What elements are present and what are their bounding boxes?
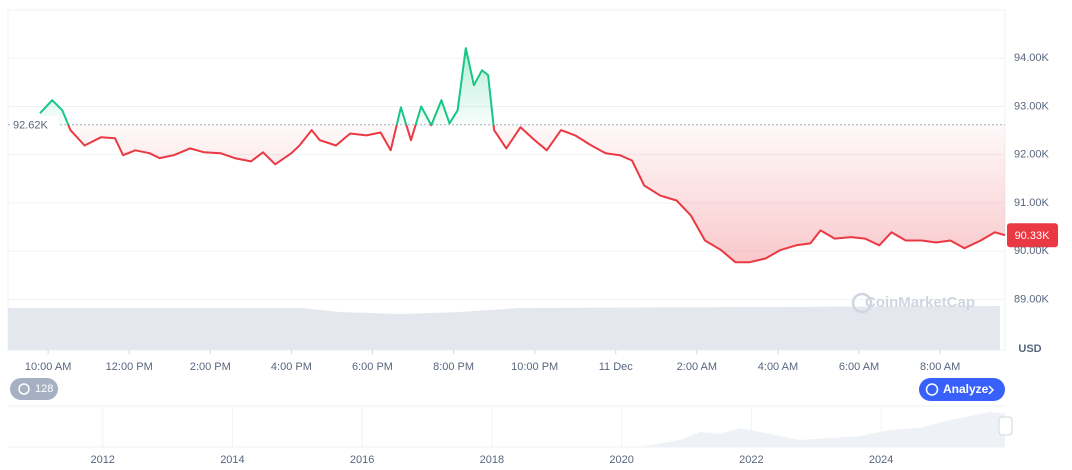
baseline-label-bg — [10, 115, 58, 134]
x-tick-label: 2:00 PM — [190, 361, 231, 373]
navigator-handle[interactable] — [998, 416, 1013, 436]
navigator-tick-label: 2022 — [739, 454, 763, 466]
watermark: CoinMarketCap — [865, 294, 975, 311]
y-tick-label: 93.00K — [1014, 100, 1050, 112]
analyze-button[interactable]: Analyze — [919, 378, 1005, 401]
baseline-label: 92.62K — [13, 120, 49, 132]
plot: 92.62K 90.33K — [8, 47, 1058, 264]
y-tick-label: 89.00K — [1014, 293, 1050, 305]
x-tick-label: 4:00 PM — [271, 361, 312, 373]
navigator-tick-label: 2024 — [869, 454, 893, 466]
navigator: 2012 2014 2016 2018 2020 2022 2024 — [90, 406, 893, 466]
navigator-tick-label: 2012 — [90, 454, 114, 466]
navigator-tick-label: 2014 — [220, 454, 244, 466]
analyze-icon — [925, 383, 939, 396]
watermark-logo — [851, 292, 873, 314]
navigator-area — [640, 412, 1005, 447]
x-tick-label: 6:00 PM — [352, 361, 393, 373]
navigator-tick-label: 2018 — [480, 454, 504, 466]
x-tick-label: 10:00 PM — [511, 361, 558, 373]
x-tick-label: 2:00 AM — [677, 361, 717, 373]
x-tick-label: 10:00 AM — [25, 361, 71, 373]
unit-label: USD — [1018, 343, 1041, 355]
current-price-label: 90.33K — [1015, 230, 1051, 242]
analyze-text: Analyze — [943, 382, 989, 396]
x-tick-label: 4:00 AM — [758, 361, 798, 373]
y-tick-label: 91.00K — [1014, 197, 1050, 209]
x-tick-label: 8:00 AM — [920, 361, 960, 373]
badge-icon — [18, 383, 30, 395]
y-tick-label: 94.00K — [1014, 52, 1050, 64]
y-tick-label: 90.00K — [1014, 245, 1050, 257]
x-tick-label: 6:00 AM — [839, 361, 879, 373]
x-tick-label: 8:00 PM — [433, 361, 474, 373]
volume-area — [8, 306, 1000, 350]
y-tick-label: 92.00K — [1014, 149, 1050, 161]
price-area — [40, 48, 1005, 263]
price-line — [39, 47, 1006, 264]
current-price-box — [1007, 223, 1058, 248]
x-tick-label: 11 Dec — [599, 361, 634, 373]
analyze-chevron — [988, 385, 995, 395]
navigator-tick-label: 2020 — [609, 454, 633, 466]
history-badge[interactable]: 128 — [10, 378, 58, 400]
analyze-bg[interactable] — [919, 378, 1005, 401]
navigator-tick-label: 2016 — [350, 454, 374, 466]
grid — [8, 57, 1005, 300]
badge-bg[interactable] — [10, 378, 58, 400]
x-tick-label: 12:00 PM — [106, 361, 153, 373]
badge-text: 128 — [35, 383, 53, 395]
